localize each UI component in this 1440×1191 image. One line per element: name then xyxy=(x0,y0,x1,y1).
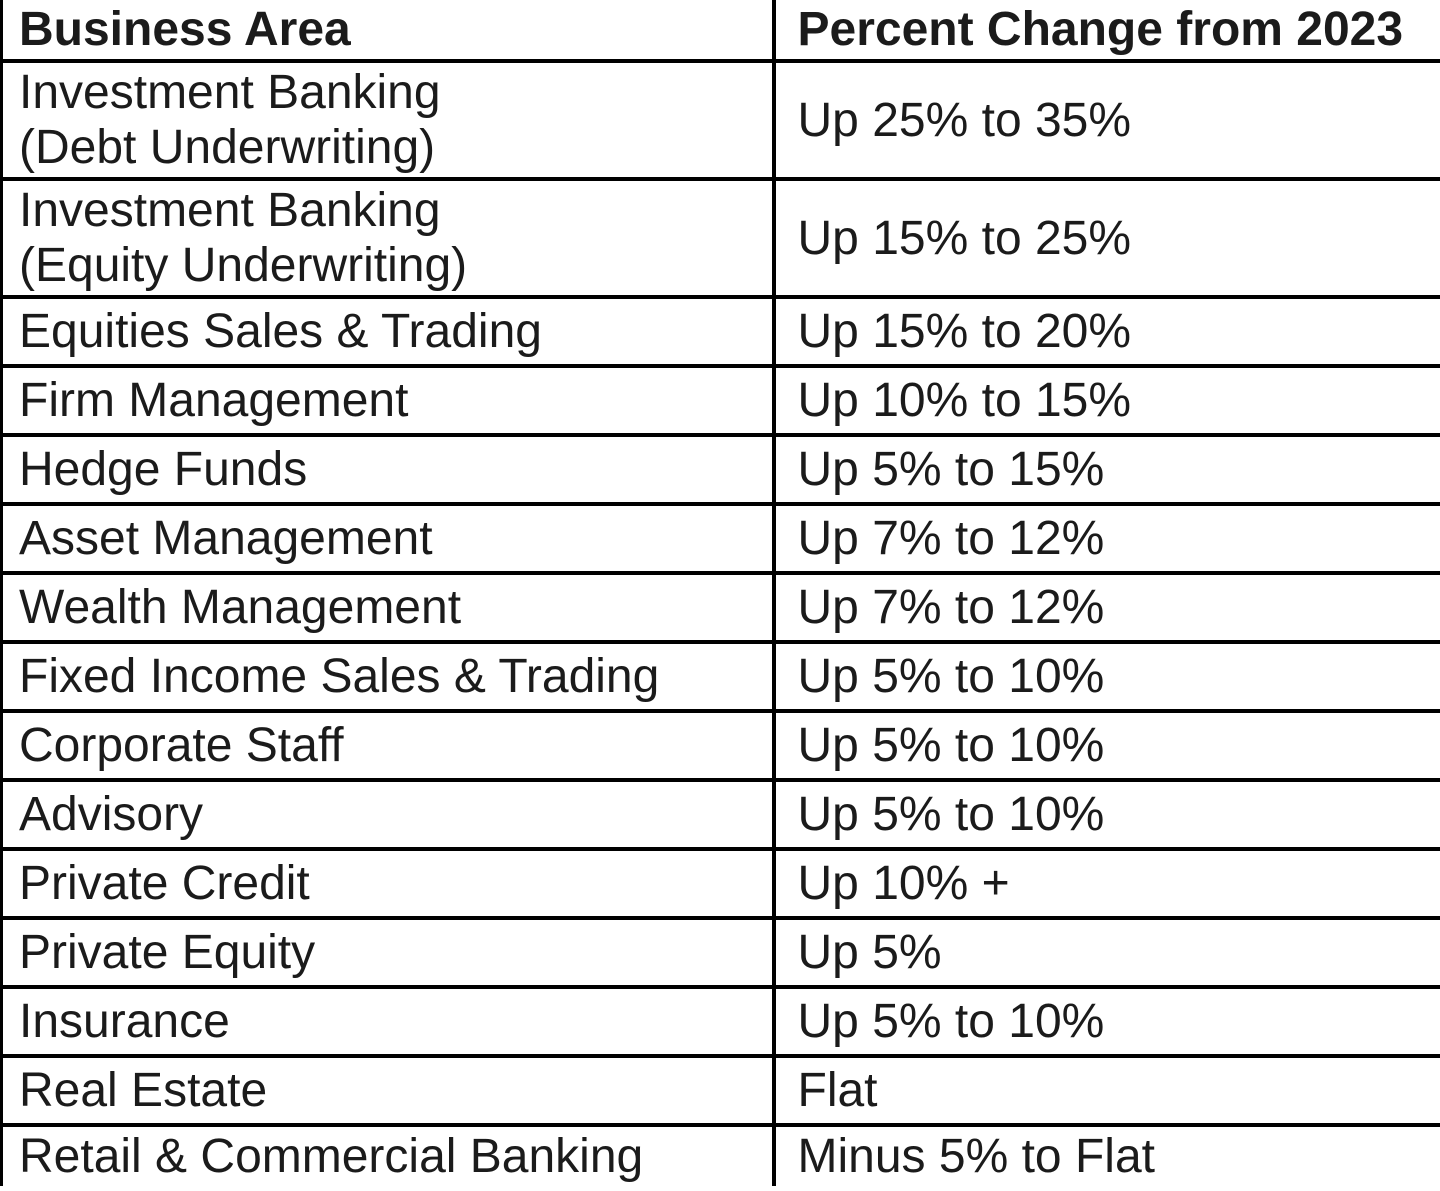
business-area-cell: Private Credit xyxy=(1,849,776,920)
table-row: Investment Banking (Equity Underwriting)… xyxy=(1,179,1440,299)
percent-change-cell: Up 5% to 10% xyxy=(773,642,1440,713)
business-area-cell: Private Equity xyxy=(1,918,776,989)
table-row: Wealth Management Up 7% to 12% xyxy=(1,573,1440,644)
percent-change-cell: Up 7% to 12% xyxy=(773,573,1440,644)
table-row: Firm Management Up 10% to 15% xyxy=(1,366,1440,437)
business-area-cell: Retail & Commercial Banking xyxy=(1,1125,776,1186)
percent-change-cell: Up 5% xyxy=(773,918,1440,989)
business-area-cell: Insurance xyxy=(1,987,776,1058)
table-row: Insurance Up 5% to 10% xyxy=(1,987,1440,1058)
percent-change-cell: Up 5% to 10% xyxy=(773,987,1440,1058)
percent-change-cell: Up 7% to 12% xyxy=(773,504,1440,575)
business-area-cell: Firm Management xyxy=(1,366,776,437)
percent-change-cell: Up 10% to 15% xyxy=(773,366,1440,437)
table-row: Corporate Staff Up 5% to 10% xyxy=(1,711,1440,782)
business-area-cell: Corporate Staff xyxy=(1,711,776,782)
column-header-business-area: Business Area xyxy=(1,0,776,63)
percent-change-cell: Flat xyxy=(773,1056,1440,1127)
business-area-cell: Fixed Income Sales & Trading xyxy=(1,642,776,713)
business-area-cell: Hedge Funds xyxy=(1,435,776,506)
business-area-cell: Asset Management xyxy=(1,504,776,575)
table-row: Advisory Up 5% to 10% xyxy=(1,780,1440,851)
column-header-percent-change: Percent Change from 2023 xyxy=(773,0,1440,63)
percent-change-cell: Up 15% to 25% xyxy=(773,179,1440,299)
business-area-cell: Advisory xyxy=(1,780,776,851)
header-row: Business Area Percent Change from 2023 xyxy=(1,0,1440,63)
table-row: Asset Management Up 7% to 12% xyxy=(1,504,1440,575)
table-row: Private Equity Up 5% xyxy=(1,918,1440,989)
business-area-cell: Equities Sales & Trading xyxy=(1,297,776,368)
table-row: Hedge Funds Up 5% to 15% xyxy=(1,435,1440,506)
business-area-cell: Real Estate xyxy=(1,1056,776,1127)
percent-change-cell: Up 15% to 20% xyxy=(773,297,1440,368)
business-area-cell: Investment Banking (Equity Underwriting) xyxy=(1,179,776,299)
table-row: Investment Banking (Debt Underwriting) Up… xyxy=(1,61,1440,181)
percent-change-cell: Up 5% to 10% xyxy=(773,780,1440,851)
percent-change-cell: Up 10% + xyxy=(773,849,1440,920)
table-row: Private Credit Up 10% + xyxy=(1,849,1440,920)
business-area-cell: Wealth Management xyxy=(1,573,776,644)
business-area-cell: Investment Banking (Debt Underwriting) xyxy=(1,61,776,181)
table-row: Equities Sales & Trading Up 15% to 20% xyxy=(1,297,1440,368)
table-row: Real Estate Flat xyxy=(1,1056,1440,1127)
table-row: Fixed Income Sales & Trading Up 5% to 10% xyxy=(1,642,1440,713)
percent-change-cell: Up 5% to 15% xyxy=(773,435,1440,506)
table-row: Retail & Commercial Banking Minus 5% to F… xyxy=(1,1125,1440,1186)
percent-change-cell: Minus 5% to Flat xyxy=(797,1130,1155,1183)
percent-change-cell: Up 5% to 10% xyxy=(773,711,1440,782)
percent-change-cell: Up 25% to 35% xyxy=(773,61,1440,181)
